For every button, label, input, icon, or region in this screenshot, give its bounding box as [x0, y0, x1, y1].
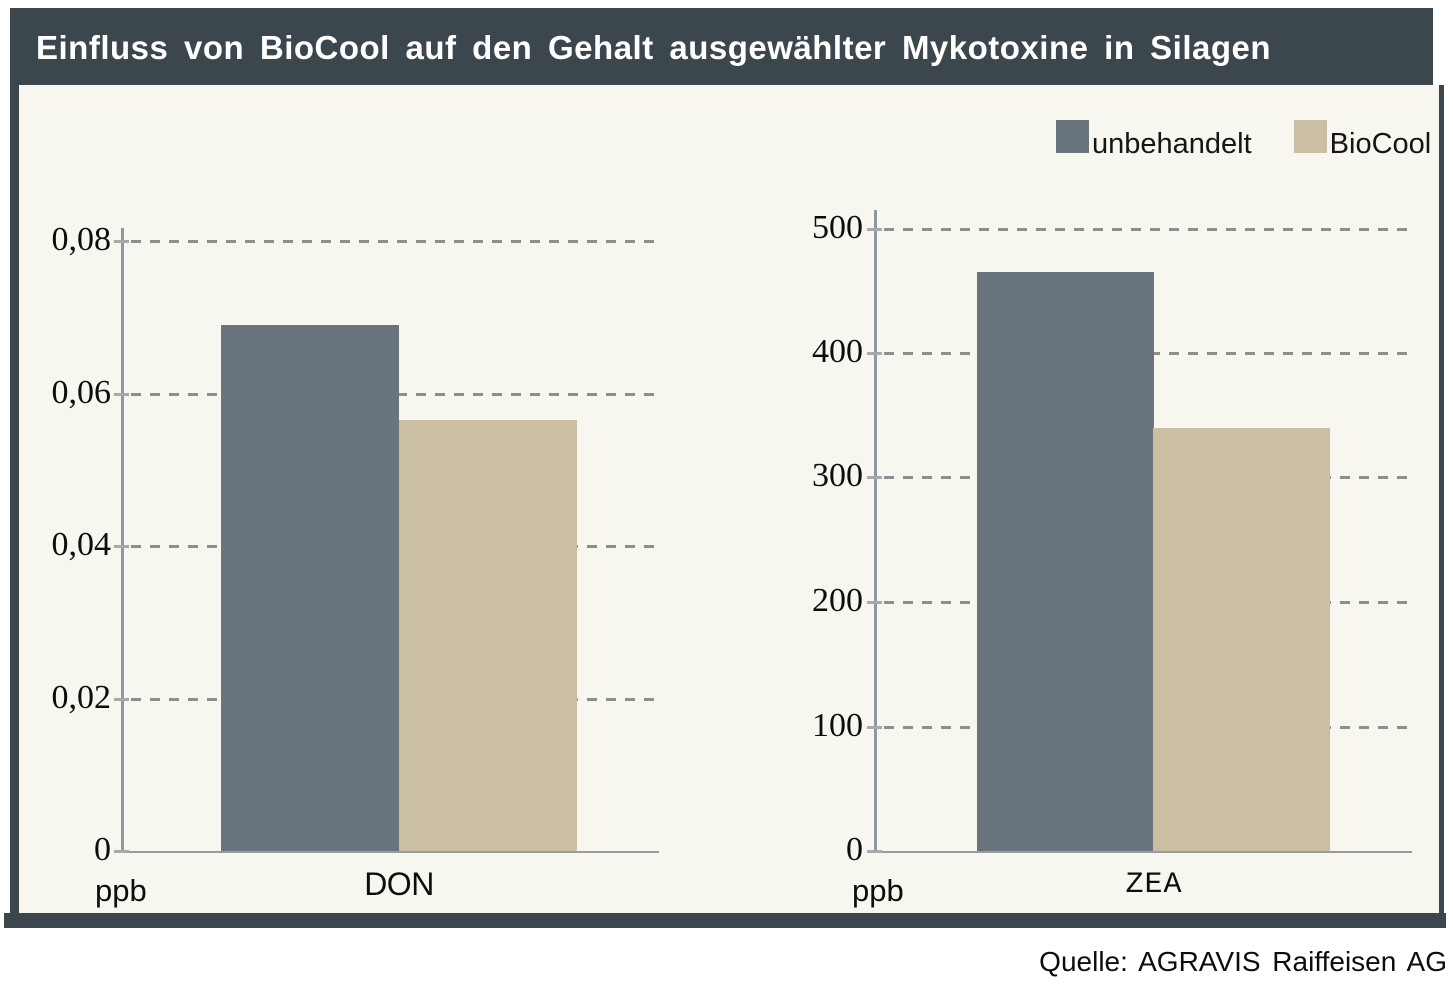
frame-bottom-border	[4, 913, 1446, 928]
legend-swatch-unbehandelt	[1056, 120, 1089, 153]
chart-panel	[10, 85, 1444, 914]
legend-label-biocool: BioCool	[1329, 128, 1432, 160]
legend-label-unbehandelt: unbehandelt	[1092, 128, 1252, 160]
legend-item-unbehandelt: unbehandelt	[1056, 120, 1252, 161]
legend: unbehandelt BioCool	[1056, 120, 1431, 161]
chart-title: Einfluss von BioCool auf den Gehalt ausg…	[36, 29, 1272, 66]
source-credit: Quelle: AGRAVIS Raiffeisen AG	[1039, 946, 1447, 977]
legend-swatch-biocool	[1293, 120, 1327, 153]
legend-item-biocool: BioCool	[1293, 120, 1432, 161]
title-bar: Einfluss von BioCool auf den Gehalt ausg…	[10, 8, 1433, 85]
